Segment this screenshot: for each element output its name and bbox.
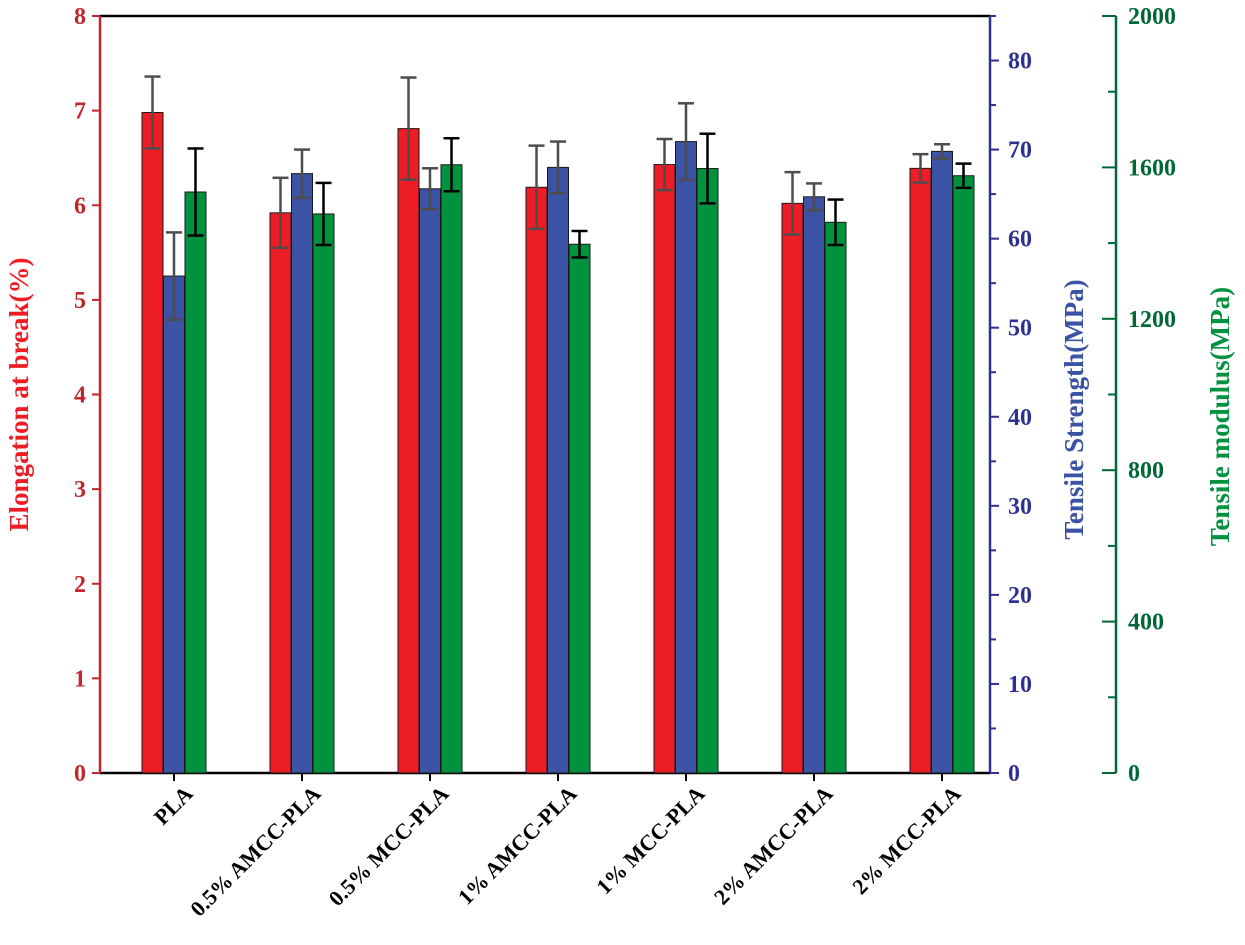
bar-right2[interactable] xyxy=(952,175,975,774)
left-axis-tick-label: 0 xyxy=(74,761,86,787)
right-axis-strength-tick-label: 60 xyxy=(1008,227,1032,253)
bar-right2[interactable] xyxy=(312,213,335,774)
bar-left[interactable] xyxy=(525,186,548,774)
right-axis-modulus-tick-label: 0 xyxy=(1128,761,1140,787)
right-axis-modulus-title: Tensile modulus(MPa) xyxy=(1205,287,1235,546)
bar-right2[interactable] xyxy=(568,243,591,774)
right-axis-strength-tick-label: 10 xyxy=(1008,672,1032,698)
right-axis-strength-tick-label: 40 xyxy=(1008,405,1032,431)
right-axis-strength-tick-label: 80 xyxy=(1008,49,1032,75)
right-axis-modulus-tick-label: 2000 xyxy=(1128,4,1176,30)
bar-left[interactable] xyxy=(653,164,676,774)
bar-left[interactable] xyxy=(141,112,164,774)
right-axis-modulus-tick-label: 1200 xyxy=(1128,307,1176,333)
x-category-label: PLA xyxy=(149,781,198,830)
bar-left[interactable] xyxy=(397,128,420,774)
bar-right1[interactable] xyxy=(163,275,185,774)
x-category-label: 0.5% AMCC-PLA xyxy=(185,781,325,921)
right-axis-strength-tick-label: 30 xyxy=(1008,494,1032,520)
left-axis-title: Elongation at break(%) xyxy=(4,257,34,531)
right-axis-strength-tick-label: 70 xyxy=(1008,138,1032,164)
x-category-label: 2% MCC-PLA xyxy=(847,781,965,899)
bar-left[interactable] xyxy=(269,212,292,774)
right-axis-strength-tick-label: 50 xyxy=(1008,316,1032,342)
right-axis-modulus-tick-label: 800 xyxy=(1128,458,1164,484)
x-category-label: 1% AMCC-PLA xyxy=(453,781,582,910)
x-category-label: 0.5% MCC-PLA xyxy=(324,781,454,911)
left-axis-tick-label: 3 xyxy=(74,477,86,503)
right-axis-strength-title: Tensile Strength(MPa) xyxy=(1059,279,1089,539)
right-axis-strength-tick-label: 20 xyxy=(1008,583,1032,609)
right-axis-strength-tick-label: 0 xyxy=(1008,761,1020,787)
x-category-label: 1% MCC-PLA xyxy=(591,781,709,899)
bar-right1[interactable] xyxy=(931,150,953,774)
left-axis-tick-label: 5 xyxy=(74,288,86,314)
bar-right2[interactable] xyxy=(824,221,847,774)
bar-right1[interactable] xyxy=(675,141,697,774)
left-axis-tick-label: 2 xyxy=(74,572,86,598)
left-axis-tick-label: 6 xyxy=(74,193,86,219)
left-axis-tick-label: 7 xyxy=(74,99,86,125)
left-axis-tick-label: 1 xyxy=(74,666,86,692)
bar-left[interactable] xyxy=(909,167,932,774)
x-category-label: 2% AMCC-PLA xyxy=(709,781,838,910)
bar-right1[interactable] xyxy=(547,166,569,774)
right-axis-modulus-tick-label: 1600 xyxy=(1128,155,1176,181)
bar-right1[interactable] xyxy=(419,188,441,774)
bar-right1[interactable] xyxy=(803,196,825,774)
bar-right2[interactable] xyxy=(696,168,719,774)
bar-right1[interactable] xyxy=(291,173,313,774)
bar-right2[interactable] xyxy=(440,164,463,774)
left-axis-tick-label: 4 xyxy=(74,383,86,409)
bar-right2[interactable] xyxy=(184,191,207,774)
bar-left[interactable] xyxy=(781,202,804,774)
right-axis-modulus-tick-label: 400 xyxy=(1128,610,1164,636)
left-axis-tick-label: 8 xyxy=(74,4,86,30)
